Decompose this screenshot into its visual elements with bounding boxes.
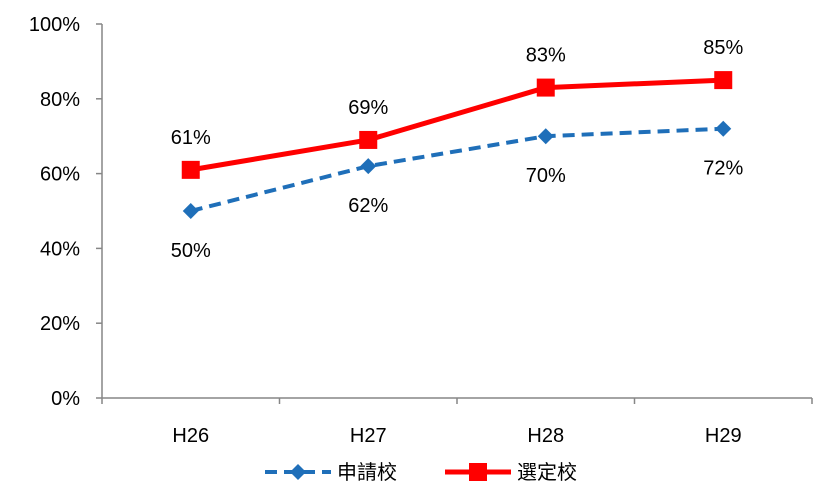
data-label: 85% xyxy=(703,37,743,59)
data-point-marker xyxy=(536,78,555,97)
legend-label-2: 選定校 xyxy=(517,460,577,484)
x-tick-label: H26 xyxy=(172,425,209,447)
data-point-marker xyxy=(181,160,200,179)
data-point-marker xyxy=(537,128,554,145)
data-label: 61% xyxy=(171,127,211,149)
series-line-2 xyxy=(190,77,724,173)
y-tick-label: 20% xyxy=(40,313,80,335)
y-tick-label: 60% xyxy=(40,164,80,186)
data-point-marker xyxy=(714,71,733,90)
legend-marker-2 xyxy=(469,463,487,481)
data-point-marker xyxy=(360,158,377,175)
legend-marker-1 xyxy=(290,464,306,480)
legend: 申請校 選定校 xyxy=(265,460,577,484)
axes: 0% 20% 40% 60% 80% 100% H26 H27 H28 H29 xyxy=(29,14,813,447)
series-lines xyxy=(190,77,724,213)
legend-label-1: 申請校 xyxy=(337,460,397,484)
data-label: 62% xyxy=(348,195,388,217)
data-label: 69% xyxy=(348,97,388,119)
y-tick-label: 80% xyxy=(40,89,80,111)
series-line-1 xyxy=(190,126,724,213)
data-label: 70% xyxy=(526,165,566,187)
y-tick-label: 0% xyxy=(51,388,80,410)
data-label: 72% xyxy=(703,158,743,180)
data-point-marker xyxy=(182,203,199,219)
x-tick-label: H29 xyxy=(705,425,742,447)
data-label: 50% xyxy=(171,240,211,262)
data-point-marker xyxy=(715,120,732,137)
x-tick-label: H27 xyxy=(350,425,387,447)
y-tick-label: 100% xyxy=(29,14,80,36)
x-tick-label: H28 xyxy=(527,425,564,447)
data-label: 83% xyxy=(526,45,566,67)
y-tick-label: 40% xyxy=(40,238,80,260)
series-markers xyxy=(181,71,733,219)
data-point-marker xyxy=(359,130,378,149)
data-labels: 50% 62% 70% 72% 61% 69% 83% 85% xyxy=(171,37,744,262)
